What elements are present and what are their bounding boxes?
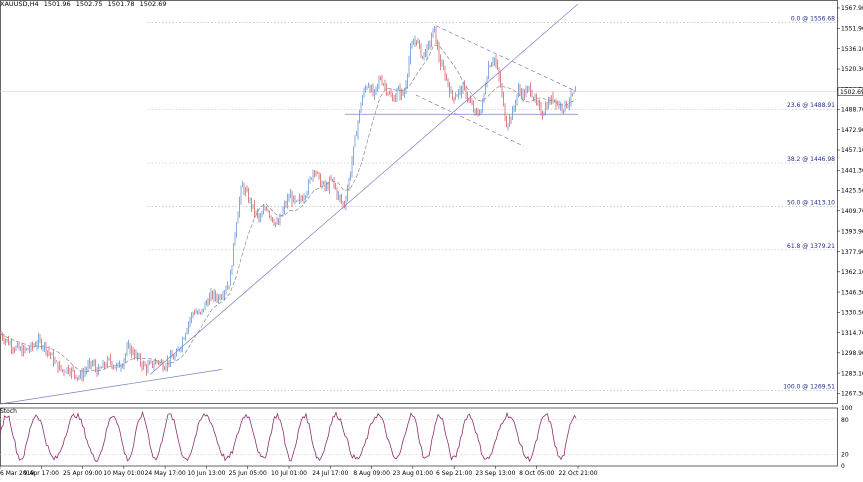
y-tick-label: 1330.50 [841,310,863,317]
high-value: 1502.75 [75,0,103,8]
fibonacci-label: 61.8 @ 1379.21 [787,243,835,250]
close-value: 1502.69 [139,0,167,8]
x-tick-label: 24 Jul 17:00 [312,470,348,477]
y-tick-label: 1488.70 [841,107,863,114]
trendline [435,25,577,92]
x-tick-label: 8 Aug 09:00 [353,470,390,477]
y-tick-label: 1551.90 [841,26,863,33]
y-tick-label: 1267.30 [841,391,863,398]
trendline [415,94,525,147]
y-tick-label: 1314.70 [841,330,863,337]
fibonacci-label: 0.0 @ 1556.68 [791,15,835,22]
y-tick-label: 1283.10 [841,370,863,377]
stochastic-tick-label: 20 [841,452,849,459]
y-tick-label: 1536.10 [841,46,863,53]
y-tick-label: 1457.10 [841,147,863,154]
y-tick-label: 1425.50 [841,188,863,195]
open-value: 1501.96 [43,0,71,8]
y-tick-label: 1441.30 [841,167,863,174]
x-tick-label: 25 Jun 05:00 [229,470,267,477]
x-tick-label: 23 Aug 01:00 [393,470,434,477]
fibonacci-label: 100.0 @ 1269.51 [783,384,835,391]
y-tick-label: 1362.10 [841,269,863,276]
y-tick-label: 1377.90 [841,249,863,256]
y-tick-label: 1393.90 [841,228,863,235]
y-tick-label: 1298.90 [841,350,863,357]
low-value: 1501.78 [107,0,135,8]
current-price-label: 1502.69 [840,89,863,96]
x-tick-label: 9 Apr 17:00 [24,470,59,477]
x-tick-label: 23 Sep 13:00 [475,470,515,477]
x-tick-label: 25 Apr 09:00 [63,470,102,477]
chart-header: XAUUSD,H4 1501.96 1502.75 1501.78 1502.6… [0,0,170,8]
x-tick-label: 10 May 01:00 [103,470,144,477]
x-tick-label: 6 Mar 2019 [0,470,34,477]
stochastic-line [0,410,577,463]
stochastic-tick-label: 100 [841,405,853,412]
stochastic-pane-frame [0,407,838,467]
x-tick-label: 6 Sep 21:00 [436,470,472,477]
x-tick-label: 10 Jul 01:00 [271,470,307,477]
symbol-label: XAUUSD,H4 [0,0,39,8]
y-tick-label: 1472.90 [841,127,863,134]
moving-average-line [0,44,577,373]
stochastic-tick-label: 80 [841,417,849,424]
x-tick-label: 24 May 17:00 [145,470,186,477]
trendline [0,369,223,405]
y-tick-label: 1409.70 [841,208,863,215]
candles [0,26,576,382]
x-tick-label: 10 Jun 13:00 [187,470,225,477]
stochastic-label: Stoch [0,408,17,415]
fibonacci-label: 50.0 @ 1413.10 [787,199,835,206]
stochastic-tick-label: 0 [841,463,845,470]
current-price-box [837,87,863,96]
y-tick-label: 1346.30 [841,289,863,296]
fibonacci-label: 23.6 @ 1488.91 [787,102,835,109]
y-tick-label: 1567.90 [841,5,863,12]
trendline [149,3,579,375]
y-tick-label: 1520.30 [841,66,863,73]
fibonacci-label: 38.2 @ 1446.98 [787,156,835,163]
x-tick-label: 22 Oct 21:00 [558,470,597,477]
x-tick-label: 8 Oct 05:00 [519,470,554,477]
price-pane-frame [0,0,838,404]
